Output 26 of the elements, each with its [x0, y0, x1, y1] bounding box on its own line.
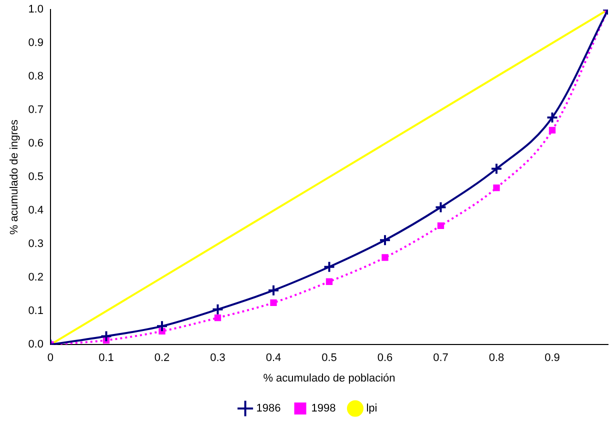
- x-tick-label: 0.6: [377, 352, 393, 364]
- y-tick-label: 0.8: [28, 70, 44, 83]
- y-tick-label: 1.0: [28, 4, 44, 16]
- x-tick-label: 0.8: [488, 352, 504, 364]
- x-tick-label: 0.1: [98, 352, 114, 364]
- y-tick-label: 0.5: [28, 171, 44, 184]
- x-tick-label: 0: [47, 352, 54, 364]
- y-tick-label: 0.3: [28, 238, 44, 250]
- x-tick-label: 0.5: [322, 352, 337, 364]
- legend-label: lpi: [366, 402, 378, 415]
- y-axis-title: % acumulado de ingres: [8, 119, 21, 235]
- y-tick-label: 0.1: [28, 305, 44, 318]
- x-axis-title: % acumulado de población: [263, 372, 396, 384]
- legend-label: 1998: [311, 402, 336, 415]
- x-tick-label: 0.7: [433, 352, 448, 364]
- y-tick-label: 0.4: [28, 204, 44, 217]
- y-tick-label: 0.7: [28, 104, 44, 116]
- y-tick-label: 0.9: [28, 37, 44, 50]
- x-tick-label: 0.3: [210, 352, 226, 364]
- y-tick-label: 0.2: [28, 272, 44, 284]
- x-tick-label: 0.9: [544, 352, 560, 364]
- x-tick-label: 0.4: [266, 352, 282, 364]
- legend-label: 1986: [256, 402, 281, 415]
- y-tick-label: 0.6: [28, 138, 44, 150]
- x-tick-label: 0.2: [154, 352, 170, 364]
- y-tick-label: 0.0: [28, 338, 44, 351]
